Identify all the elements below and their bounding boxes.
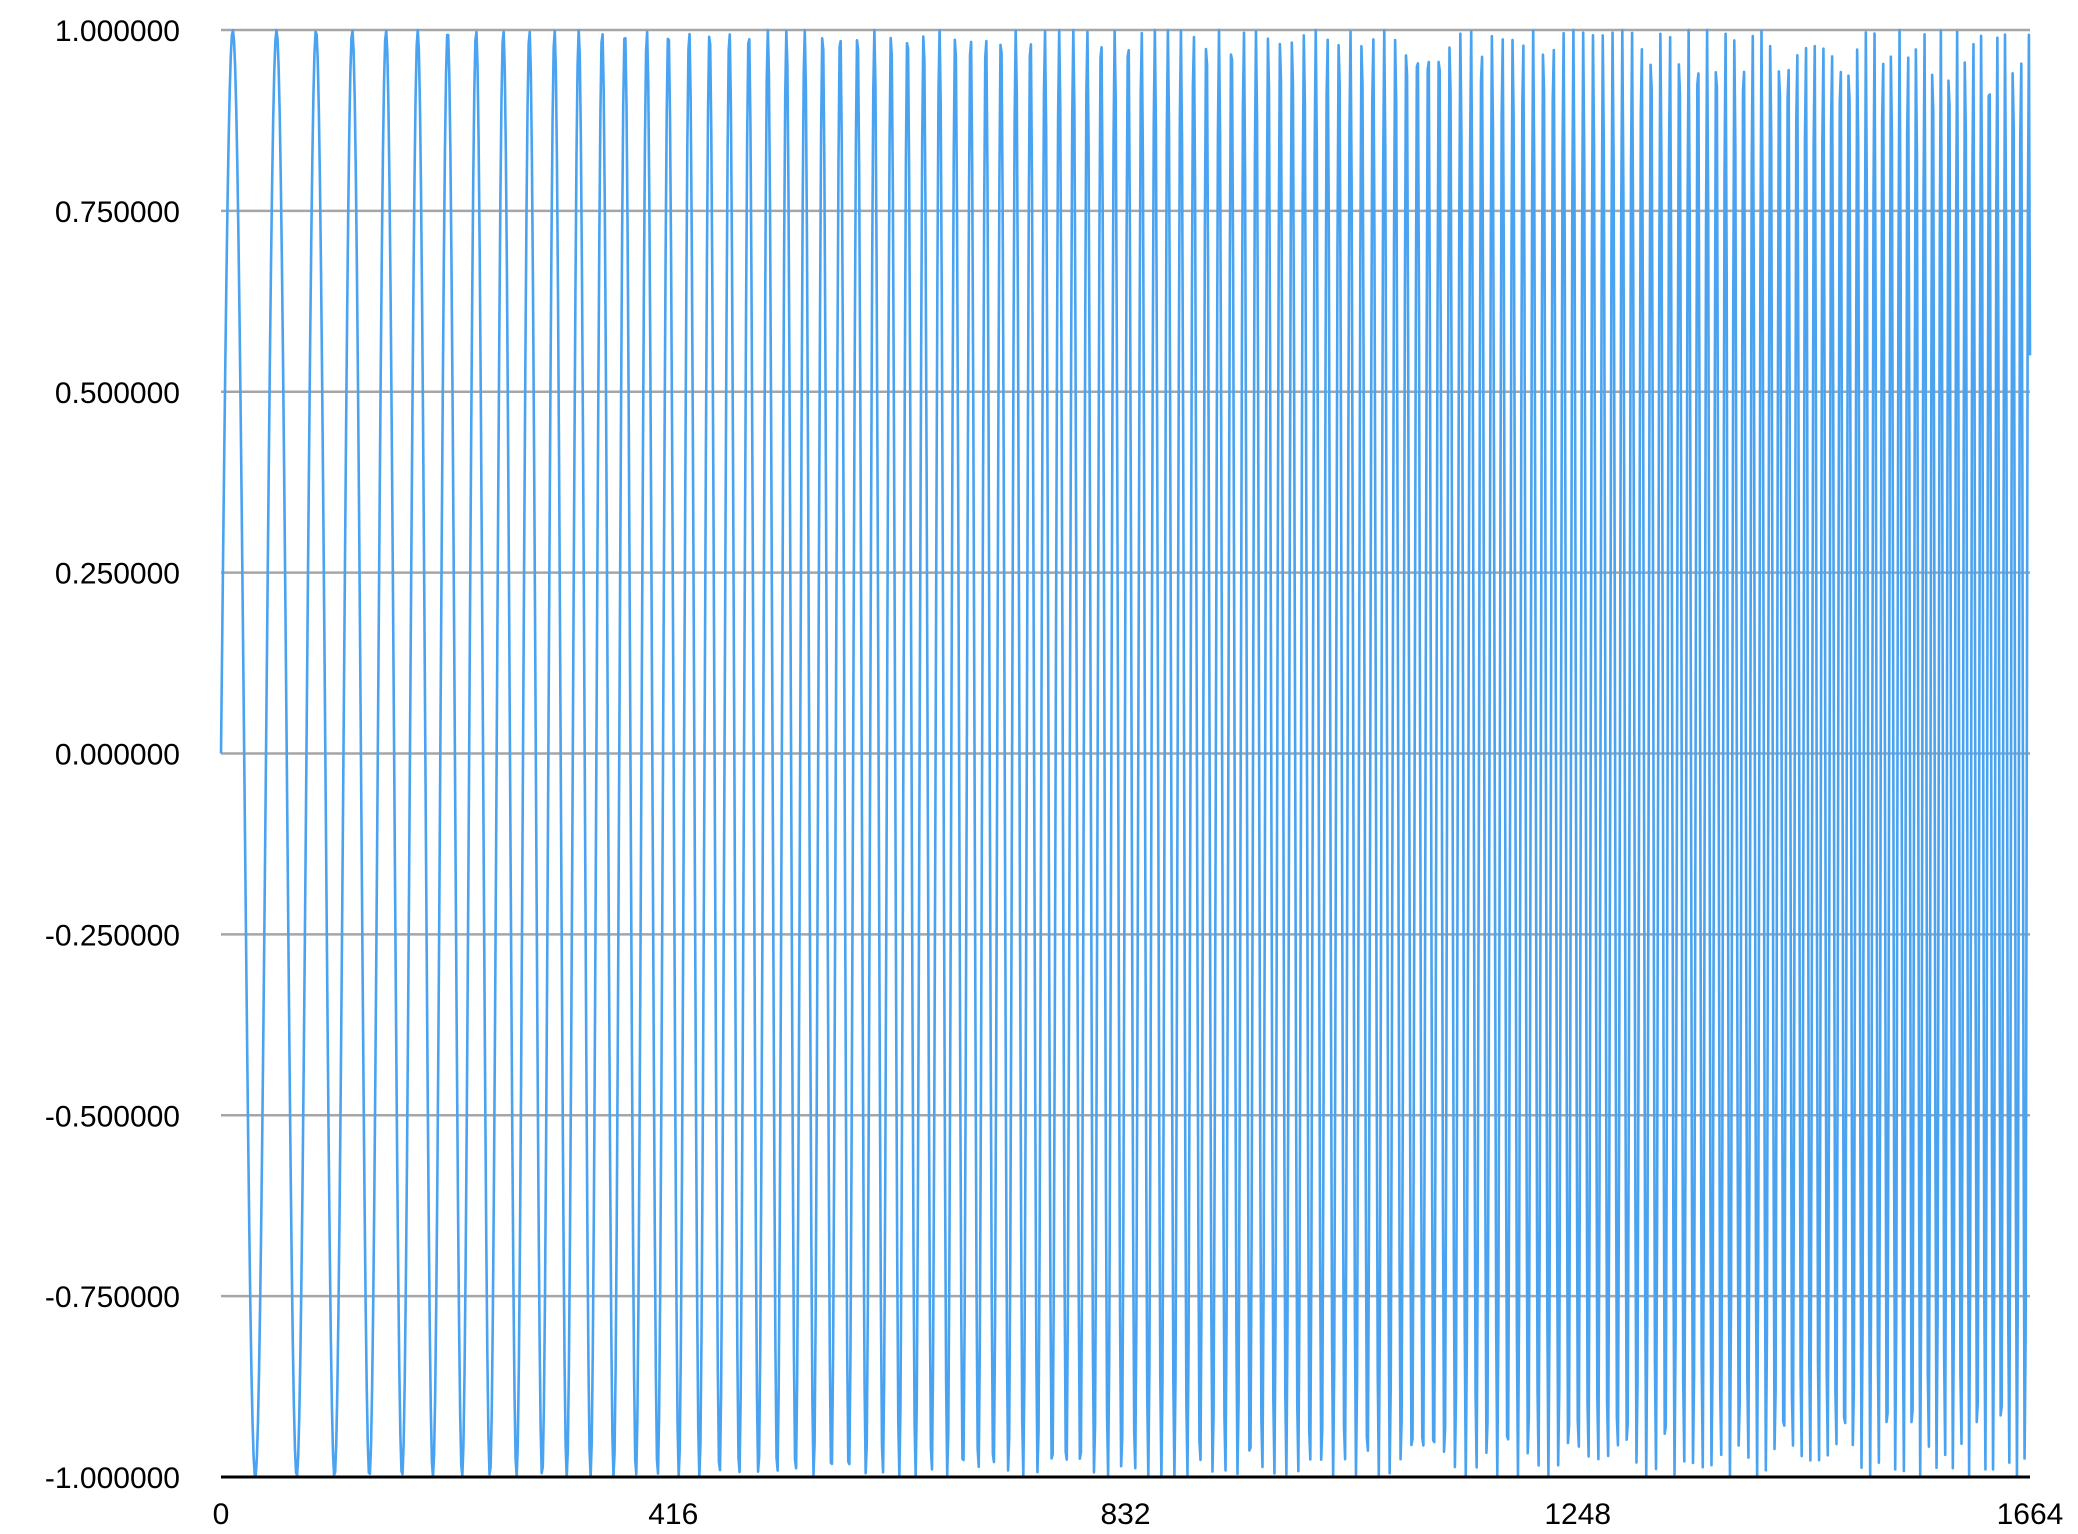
x-axis-tick-labels: 0 416 832 1248 1664 bbox=[213, 1498, 2064, 1531]
y-tick-label: 0.500000 bbox=[55, 377, 180, 410]
y-tick-label: -1.000000 bbox=[45, 1462, 180, 1495]
y-tick-label: -0.500000 bbox=[45, 1100, 180, 1133]
y-tick-label: 0.750000 bbox=[55, 196, 180, 229]
y-tick-label: 0.000000 bbox=[55, 739, 180, 772]
y-axis-tick-labels: 1.000000 0.750000 0.500000 0.250000 0.000000… bbox=[45, 15, 180, 1495]
y-tick-label: -0.750000 bbox=[45, 1281, 180, 1314]
y-tick-label: 0.250000 bbox=[55, 558, 180, 591]
x-tick-label: 416 bbox=[648, 1498, 698, 1531]
x-tick-label: 1248 bbox=[1544, 1498, 1611, 1531]
x-tick-label: 1664 bbox=[1997, 1498, 2064, 1531]
y-tick-label: 1.000000 bbox=[55, 15, 180, 48]
series-line bbox=[219, 28, 2032, 1479]
x-tick-label: 0 bbox=[213, 1498, 230, 1531]
x-tick-label: 832 bbox=[1100, 1498, 1150, 1531]
y-tick-label: -0.250000 bbox=[45, 919, 180, 952]
